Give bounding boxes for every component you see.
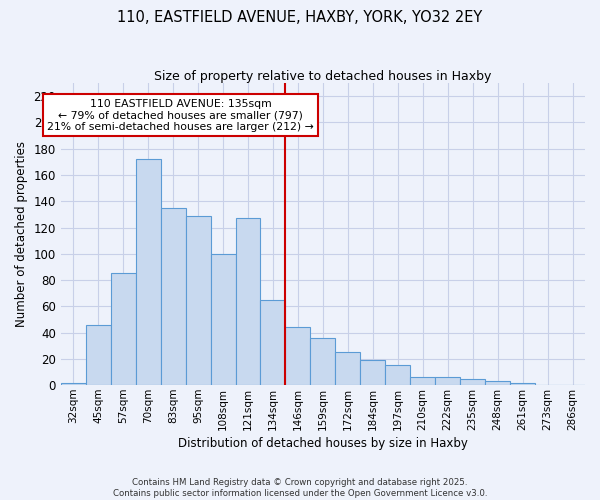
Bar <box>136 159 161 385</box>
Bar <box>485 381 510 385</box>
Bar <box>236 218 260 385</box>
Bar <box>460 378 485 385</box>
Bar <box>310 338 335 385</box>
Bar <box>510 382 535 385</box>
Bar <box>410 378 435 385</box>
Bar <box>361 360 385 385</box>
Bar <box>61 382 86 385</box>
Title: Size of property relative to detached houses in Haxby: Size of property relative to detached ho… <box>154 70 491 83</box>
Bar <box>161 208 185 385</box>
Text: Contains HM Land Registry data © Crown copyright and database right 2025.
Contai: Contains HM Land Registry data © Crown c… <box>113 478 487 498</box>
Bar <box>435 378 460 385</box>
Bar <box>86 324 111 385</box>
Bar <box>335 352 361 385</box>
Y-axis label: Number of detached properties: Number of detached properties <box>15 141 28 327</box>
Bar <box>211 254 236 385</box>
Bar <box>286 328 310 385</box>
Bar <box>260 300 286 385</box>
Text: 110, EASTFIELD AVENUE, HAXBY, YORK, YO32 2EY: 110, EASTFIELD AVENUE, HAXBY, YORK, YO32… <box>118 10 482 25</box>
Text: 110 EASTFIELD AVENUE: 135sqm
← 79% of detached houses are smaller (797)
21% of s: 110 EASTFIELD AVENUE: 135sqm ← 79% of de… <box>47 99 314 132</box>
Bar <box>185 216 211 385</box>
Bar <box>111 274 136 385</box>
Bar <box>385 366 410 385</box>
X-axis label: Distribution of detached houses by size in Haxby: Distribution of detached houses by size … <box>178 437 468 450</box>
